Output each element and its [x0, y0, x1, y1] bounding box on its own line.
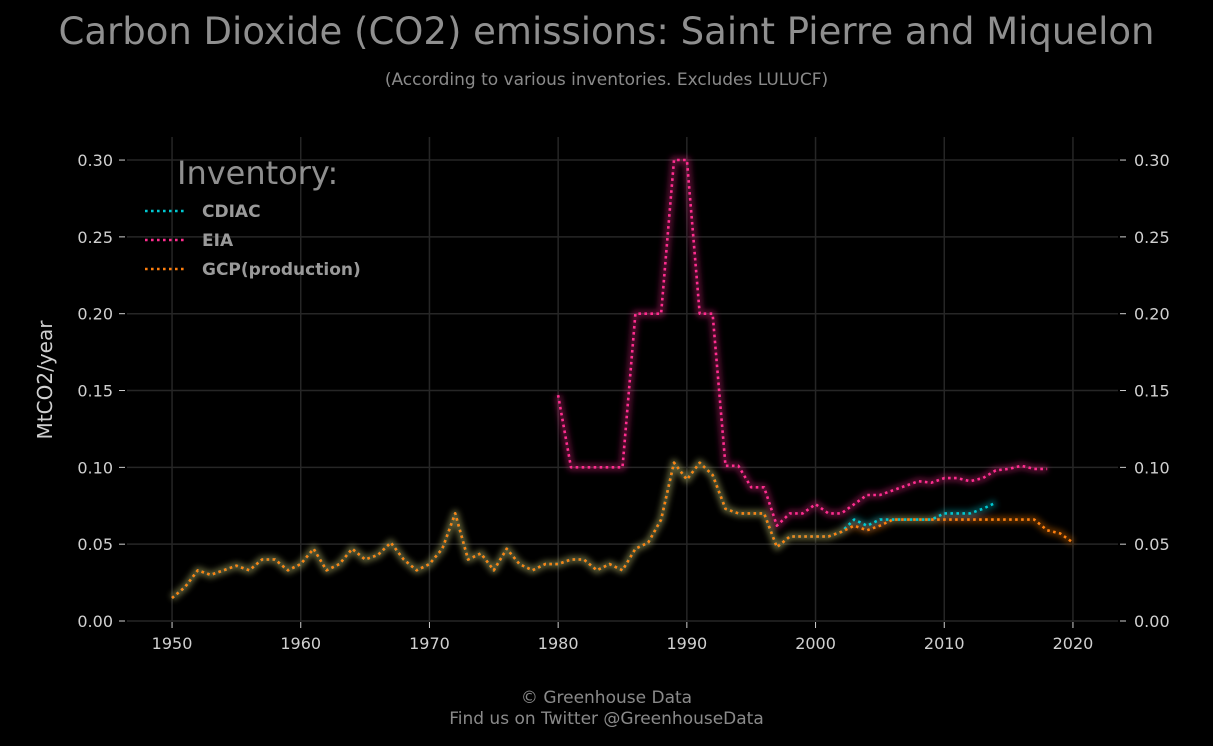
y-tick-label-right: 0.20	[1134, 305, 1170, 324]
x-tick-label: 2000	[795, 634, 836, 653]
y-tick-label-left: 0.25	[77, 228, 113, 247]
chart-subtitle: (According to various inventories. Exclu…	[384, 70, 829, 90]
series-line-0	[171, 461, 997, 599]
series	[171, 158, 1074, 599]
y-tick-label-left: 0.10	[77, 458, 113, 477]
footer-twitter: Find us on Twitter @GreenhouseData	[449, 709, 764, 729]
legend-label: EIA	[202, 231, 234, 251]
axes: 1950 1960 1970 1980 1990 2000 2010 2020 0.00 0.00…	[77, 151, 1169, 653]
y-tick-label-left: 0.00	[77, 612, 113, 631]
chart-title: Carbon Dioxide (CO2) emissions: Saint Pi…	[58, 10, 1155, 53]
y-tick-label-left: 0.30	[77, 151, 113, 170]
y-tick-label-right: 0.15	[1134, 382, 1170, 401]
legend-label: GCP(production)	[202, 260, 361, 280]
x-tick-label: 1980	[538, 634, 579, 653]
grid	[127, 137, 1118, 622]
y-tick-label-right: 0.30	[1134, 151, 1170, 170]
x-tick-label: 2020	[1053, 634, 1094, 653]
legend: Inventory: CDIAC EIA GCP(production)	[145, 154, 361, 280]
series-line-1	[556, 158, 1048, 528]
footer-copyright: © Greenhouse Data	[520, 688, 693, 708]
series-glow-1	[554, 156, 1048, 530]
y-tick-label-right: 0.05	[1134, 535, 1170, 554]
y-tick-label-left: 0.20	[77, 305, 113, 324]
y-axis-label: MtCO2/year	[33, 320, 57, 440]
footer: © Greenhouse Data Find us on Twitter @Gr…	[0, 688, 1213, 730]
x-tick-label: 1970	[409, 634, 450, 653]
x-tick-label: 1950	[152, 634, 193, 653]
x-tick-label: 1990	[666, 634, 707, 653]
x-tick-label: 2010	[924, 634, 965, 653]
y-tick-label-right: 0.25	[1134, 228, 1170, 247]
y-tick-label-right: 0.10	[1134, 458, 1170, 477]
y-tick-label-left: 0.15	[77, 382, 113, 401]
line-glow	[169, 156, 1076, 601]
y-tick-label-left: 0.05	[77, 535, 113, 554]
y-tick-label-right: 0.00	[1134, 612, 1170, 631]
x-tick-label: 1960	[280, 634, 321, 653]
legend-label: CDIAC	[202, 202, 261, 222]
legend-title: Inventory:	[177, 154, 338, 192]
